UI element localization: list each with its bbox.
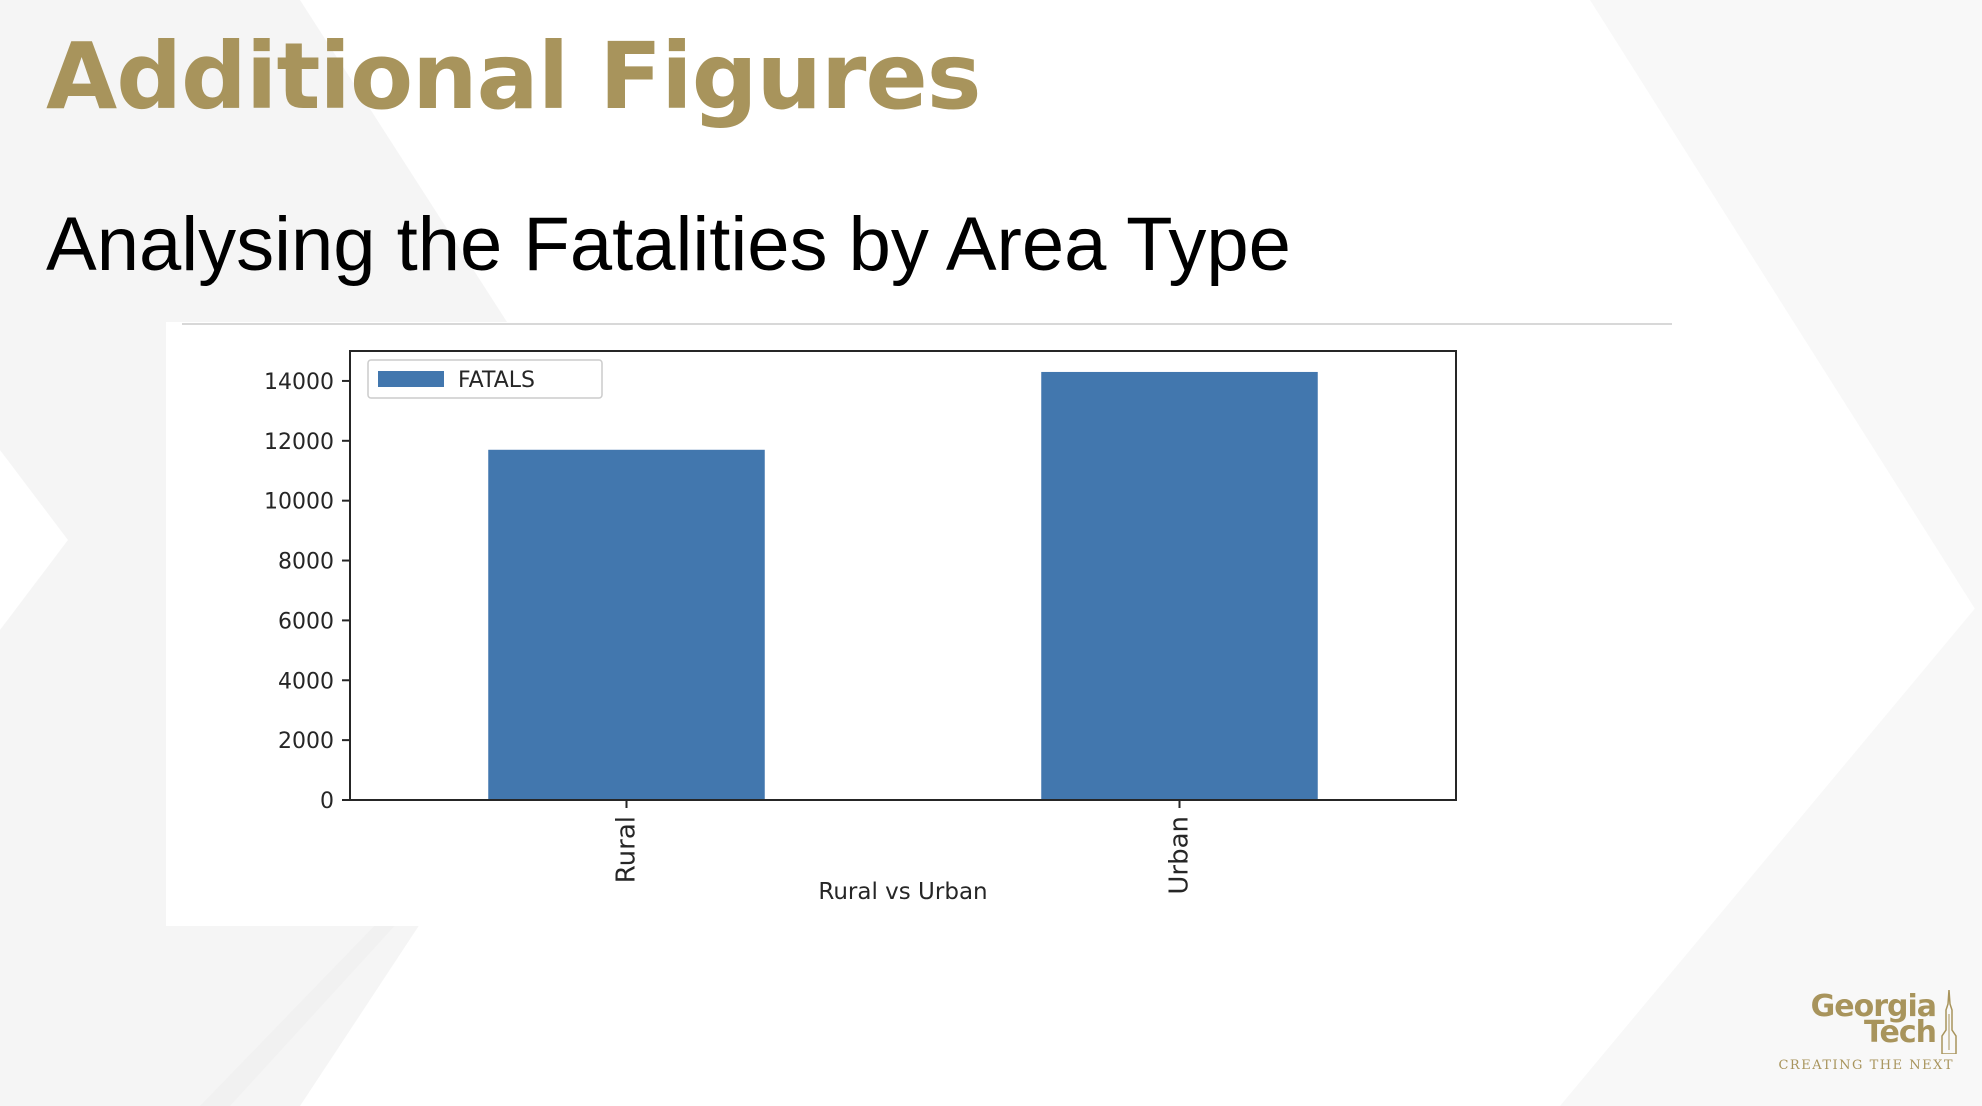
- y-tick-label: 12000: [264, 430, 334, 455]
- y-tick-label: 4000: [278, 669, 334, 694]
- y-tick-label: 14000: [264, 370, 334, 395]
- y-tick-label: 8000: [278, 550, 334, 575]
- bar-urban: [1041, 371, 1318, 800]
- y-tick-label: 6000: [278, 609, 334, 634]
- logo-tagline: CREATING THE NEXT: [1778, 1058, 1954, 1073]
- georgia-tech-logo: Georgia Tech CREATING THE NEXT: [1750, 988, 1960, 1078]
- x-tick-label-urban: Urban: [1165, 816, 1195, 895]
- bar-rural: [488, 449, 765, 800]
- y-tick-label: 10000: [264, 490, 334, 515]
- slide-subtitle: Analysing the Fatalities by Area Type: [46, 202, 1291, 287]
- chart-svg: 0 2000 4000 6000 8000 10000 12000 14000 Rural Urb…: [182, 323, 1672, 905]
- logo-word-georgia: Georgia: [1810, 989, 1937, 1024]
- bar-chart: 0 2000 4000 6000 8000 10000 12000 14000 Rural Urb…: [166, 322, 1672, 926]
- slide-title: Additional Figures: [46, 23, 982, 130]
- plot-frame: [349, 350, 1457, 801]
- legend-box: [367, 359, 603, 399]
- y-tick-label: 0: [320, 789, 334, 814]
- x-axis-label: Rural vs Urban: [818, 879, 987, 905]
- tech-tower-icon: [1941, 990, 1957, 1054]
- logo-word-tech: Tech: [1864, 1015, 1937, 1050]
- legend-label: FATALS: [458, 368, 535, 393]
- legend-swatch: [378, 371, 444, 387]
- y-tick-label: 2000: [278, 729, 334, 754]
- x-tick-label-rural: Rural: [612, 816, 642, 883]
